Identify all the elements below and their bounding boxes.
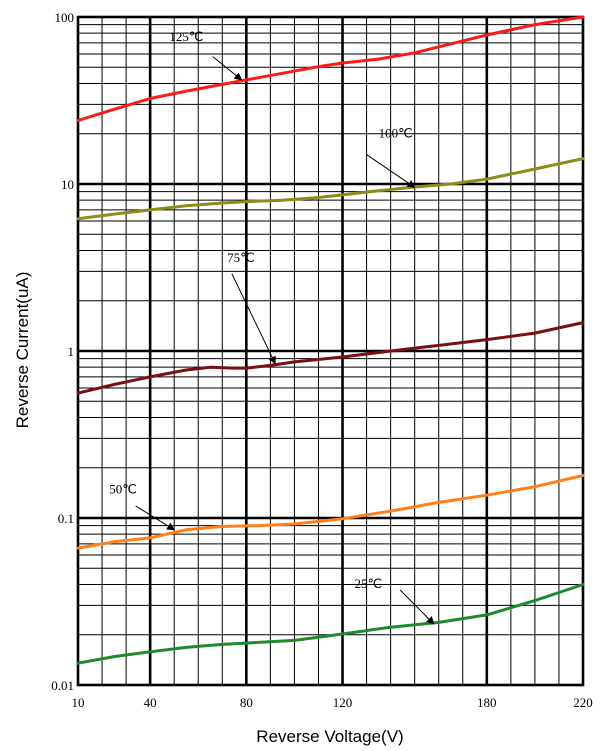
- x-axis-title: Reverse Voltage(V): [256, 727, 403, 746]
- y-tick-label: 1: [68, 344, 75, 359]
- annotation-arrow-4: [399, 589, 435, 625]
- x-tick-label: 40: [144, 695, 157, 710]
- series-layer: [76, 15, 585, 665]
- y-tick-label: 0.1: [58, 511, 74, 526]
- annotation-label-2: 75℃: [227, 250, 255, 265]
- plot-frame: [76, 15, 585, 687]
- x-tick-label: 120: [333, 695, 353, 710]
- series-line-3: [76, 473, 585, 550]
- series-line-0: [76, 15, 585, 122]
- annotation-label-3: 50℃: [109, 482, 137, 497]
- annotation-arrow-3: [135, 505, 176, 531]
- annotation-label-4: 25℃: [355, 576, 383, 591]
- annotation-layer: 125℃ 100℃ 75℃ 50℃ 25℃: [109, 29, 435, 625]
- x-tick-label: 180: [477, 695, 497, 710]
- x-tick-label: 220: [573, 695, 593, 710]
- y-tick-label: 0.01: [51, 678, 74, 693]
- annotation-label-1: 100℃: [379, 125, 413, 140]
- annotation-arrow-0: [212, 56, 243, 81]
- series-line-1: [76, 157, 585, 221]
- tick-label-layer: 10 40 80 120 180 220 0.01 0.1 1 10 100: [51, 10, 593, 710]
- y-tick-label: 100: [55, 10, 75, 25]
- series-line-2: [76, 321, 585, 395]
- series-line-4: [76, 583, 585, 665]
- annotation-label-0: 125℃: [169, 29, 203, 44]
- y-tick-label: 10: [61, 177, 74, 192]
- major-grid: [76, 15, 585, 687]
- annotation-arrow-1: [366, 154, 416, 188]
- x-tick-label: 10: [72, 695, 85, 710]
- annotation-arrow-2: [231, 273, 276, 365]
- y-axis-title: Reverse Current(uA): [13, 272, 32, 429]
- x-tick-label: 80: [240, 695, 253, 710]
